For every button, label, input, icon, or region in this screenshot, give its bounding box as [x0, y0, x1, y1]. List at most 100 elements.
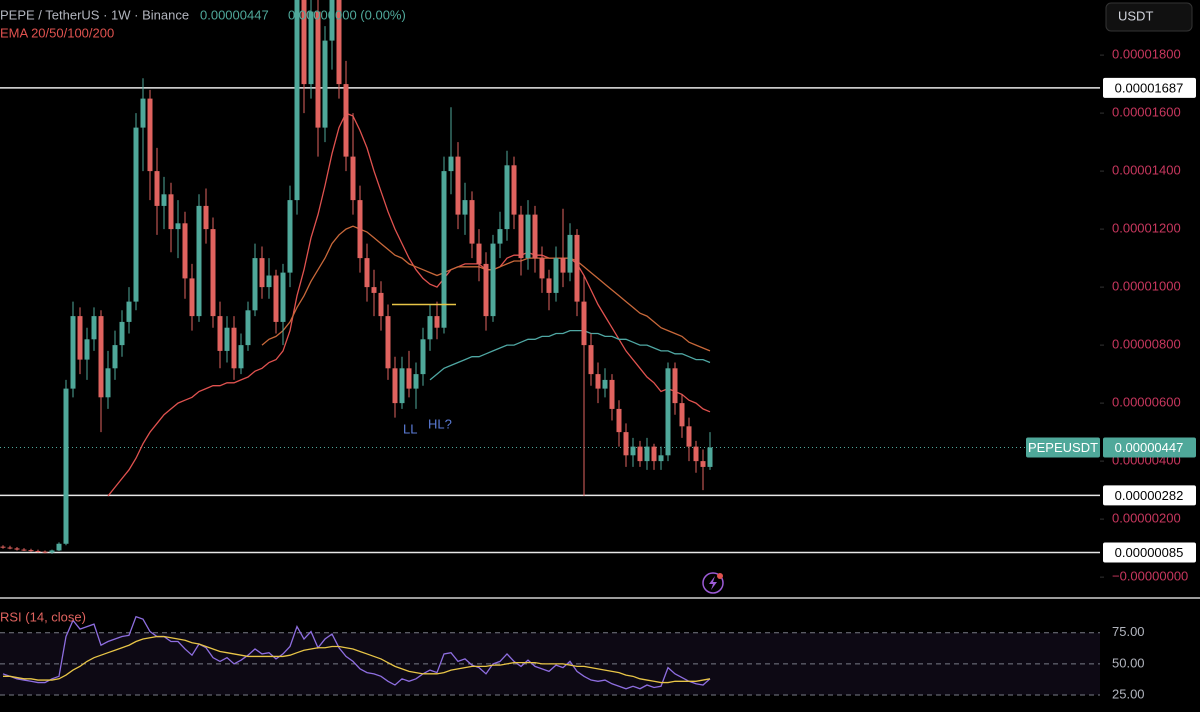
candle-body [28, 550, 34, 552]
candle-body [210, 229, 216, 317]
candle-body [126, 301, 132, 322]
candle-body [392, 368, 398, 404]
rsi-line [2, 615, 711, 690]
candle-body [700, 461, 706, 467]
candle-body [378, 292, 384, 317]
candle-body [693, 446, 699, 462]
candle-body [609, 379, 615, 409]
candle-body [77, 316, 83, 360]
candle-body [420, 339, 426, 375]
price-tag [1103, 437, 1196, 458]
currency-button[interactable] [1105, 2, 1193, 32]
candle-body [98, 316, 104, 398]
candle-body [357, 200, 363, 259]
candle-body [399, 368, 405, 404]
candle-body [322, 40, 328, 128]
candle-body [175, 223, 181, 230]
candle-body [294, 0, 300, 201]
chart-title: PEPE / TetherUS · 1W · Binance [0, 7, 189, 22]
candle-body [504, 165, 510, 230]
candle-body [21, 549, 27, 551]
candle-body [238, 345, 244, 369]
candle-body [14, 548, 20, 550]
candle-body [644, 446, 650, 462]
y-tick-label: −0.00000000 [1112, 569, 1188, 584]
price-tag-label: 0.00000447 [1115, 440, 1184, 455]
candle-body [623, 432, 629, 456]
candle-body [147, 98, 153, 172]
candle-body [84, 339, 90, 360]
candle-body [343, 84, 349, 157]
y-tick-label: 0.00001800 [1112, 47, 1181, 62]
candle-body [49, 550, 55, 553]
price-change: 0.00000000 (0.00%) [288, 7, 406, 22]
candle-body [0, 546, 6, 548]
symbol-tag [1026, 437, 1100, 458]
candle-body [560, 258, 566, 273]
candle-body [189, 278, 195, 317]
candle-body [70, 316, 76, 389]
candle-body [385, 316, 391, 369]
last-price: 0.00000447 [200, 7, 269, 22]
candle-body [364, 258, 370, 288]
candle-body [112, 345, 118, 369]
candle-body [133, 127, 139, 302]
candle-body [336, 0, 342, 85]
candle-body [413, 374, 419, 389]
candle-body [686, 426, 692, 447]
candle-body [287, 200, 293, 273]
candle-body [315, 11, 321, 128]
candle-body [532, 214, 538, 259]
candle-body [259, 258, 265, 288]
candle-body [42, 551, 48, 553]
candle-body [483, 263, 489, 317]
ema-line [429, 329, 711, 381]
candle-body [616, 408, 622, 433]
candle-body [511, 165, 517, 215]
candle-body [658, 455, 664, 462]
candle-body [637, 446, 643, 462]
level-tag [1103, 542, 1196, 563]
candle-body [217, 316, 223, 351]
candle-body [448, 156, 454, 172]
candle-body [140, 98, 146, 128]
y-tick-label: 0.00001600 [1112, 105, 1181, 120]
candle-body [329, 0, 335, 41]
candle-body [490, 243, 496, 317]
candle-body [371, 287, 377, 293]
candle-body [182, 223, 188, 279]
y-tick-label: 25.00 [1112, 686, 1145, 701]
symbol-tag-label: PEPEUSDT [1028, 440, 1098, 455]
y-tick-label: 75.00 [1112, 624, 1145, 639]
candle-body [476, 243, 482, 264]
alert-dot [717, 573, 723, 579]
y-tick-label: 0.00000200 [1112, 511, 1181, 526]
alert-icon[interactable] [702, 572, 724, 594]
candle-body [588, 345, 594, 375]
level-tag-label: 0.00000282 [1115, 488, 1184, 503]
candle-body [581, 301, 587, 346]
annotation: LL [403, 421, 417, 436]
candle-body [651, 446, 657, 462]
candle-body [462, 200, 468, 215]
candle-body [63, 388, 69, 544]
annotation: HL? [428, 416, 452, 431]
candle-body [497, 229, 503, 244]
candle-body [665, 368, 671, 456]
candle-body [161, 194, 167, 206]
candle-body [525, 214, 531, 259]
y-tick-label: 0.00000800 [1112, 337, 1181, 352]
level-tag-label: 0.00001687 [1115, 80, 1184, 95]
level-tag-label: 0.00000085 [1115, 545, 1184, 560]
candle-body [7, 547, 13, 549]
level-tag [1103, 77, 1196, 98]
candle-body [427, 316, 433, 340]
y-tick-label: 0.00001400 [1112, 163, 1181, 178]
candle-body [406, 368, 412, 389]
candle-body [231, 327, 237, 369]
candle-body [441, 171, 447, 328]
level-tag [1103, 485, 1196, 506]
candle-body [350, 156, 356, 201]
